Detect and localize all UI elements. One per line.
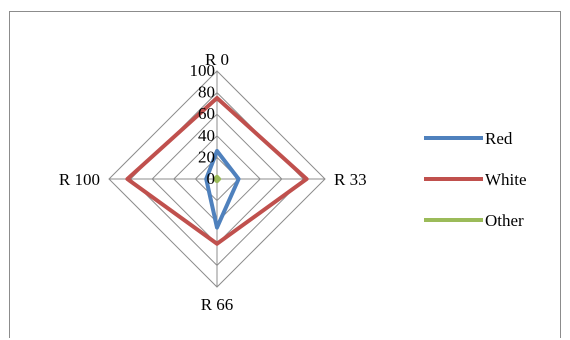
legend-label: Red <box>485 129 513 148</box>
tick-label: 20 <box>198 147 215 166</box>
category-label: R 0 <box>205 50 229 69</box>
chart-area: 0 20 40 60 80 100 R 0 R 33 R 66 R 100 Red White Othe… <box>9 11 561 338</box>
category-label: R 100 <box>59 170 100 189</box>
series-white-line <box>125 96 309 246</box>
series-red-line <box>204 148 241 230</box>
tick-label: 40 <box>198 126 215 145</box>
tick-label: 60 <box>198 104 215 123</box>
legend-label: White <box>485 170 527 189</box>
legend-label: Other <box>485 211 524 230</box>
category-label: R 33 <box>334 170 367 189</box>
tick-label: 0 <box>207 169 216 188</box>
tick-label: 100 <box>190 61 216 80</box>
series-other-line <box>212 174 222 184</box>
category-label: R 66 <box>201 295 234 314</box>
tick-label: 80 <box>198 83 215 102</box>
